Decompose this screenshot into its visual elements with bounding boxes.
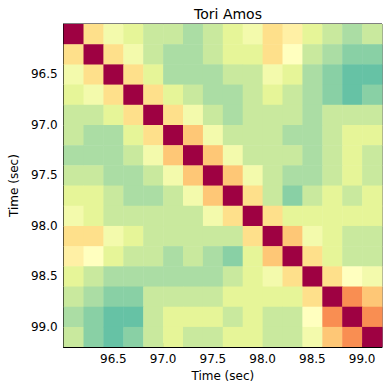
svg-text:Time (sec): Time (sec) (7, 154, 21, 218)
svg-text:96.5: 96.5 (100, 352, 127, 366)
svg-text:97.0: 97.0 (31, 118, 58, 132)
svg-text:Tori Amos: Tori Amos (193, 6, 262, 22)
svg-text:99.0: 99.0 (31, 320, 58, 334)
svg-text:98.5: 98.5 (31, 269, 58, 283)
svg-text:Time (sec): Time (sec) (190, 369, 254, 383)
svg-text:97.5: 97.5 (31, 168, 58, 182)
svg-text:97.5: 97.5 (200, 352, 227, 366)
svg-text:96.5: 96.5 (31, 67, 58, 81)
svg-text:98.5: 98.5 (299, 352, 326, 366)
svg-text:98.0: 98.0 (249, 352, 276, 366)
svg-text:99.0: 99.0 (349, 352, 376, 366)
svg-text:97.0: 97.0 (150, 352, 177, 366)
svg-text:98.0: 98.0 (31, 219, 58, 233)
